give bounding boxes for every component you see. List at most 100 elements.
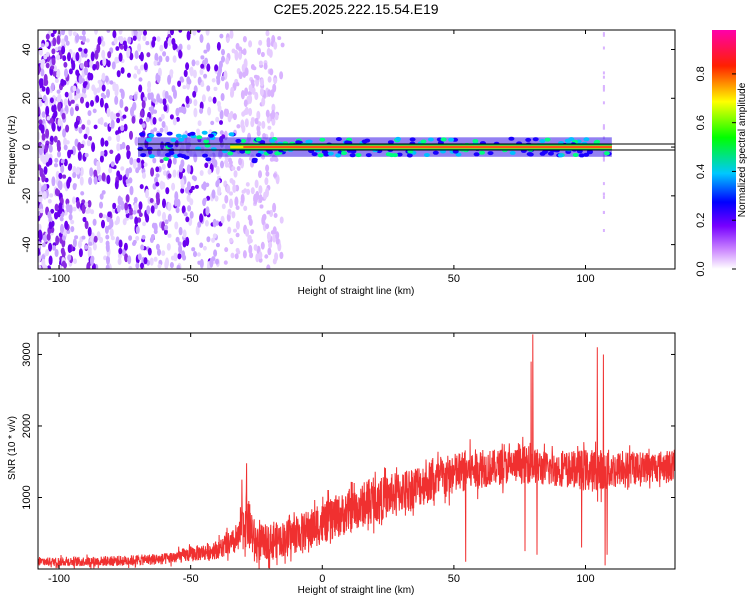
spectrogram-noise-blob bbox=[105, 242, 110, 253]
spectrogram-noise-blob bbox=[76, 166, 80, 175]
spectrogram-noise-blob bbox=[229, 30, 234, 39]
spectrogram-scatter-point bbox=[602, 86, 605, 90]
spectrogram-noise-blob bbox=[137, 253, 142, 261]
spectrogram-noise-blob bbox=[230, 86, 235, 94]
spectrogram-noise-blob bbox=[172, 117, 177, 126]
spectrogram-noise-blob bbox=[63, 137, 68, 147]
spectrogram-noise-blob bbox=[139, 64, 144, 71]
spectrogram-noise-blob bbox=[213, 249, 218, 257]
spectrogram-noise-blob bbox=[216, 77, 221, 86]
spectrogram-noise-blob bbox=[54, 157, 59, 163]
spectrogram-noise-blob bbox=[199, 258, 204, 268]
spectrogram-signal-blob bbox=[440, 137, 447, 142]
spectrogram-noise-blob bbox=[60, 159, 65, 164]
spectrogram-noise-blob bbox=[68, 91, 73, 102]
spectrogram-noise-blob bbox=[106, 89, 110, 98]
spectrogram-noise-blob bbox=[199, 107, 204, 114]
spectrogram-noise-blob bbox=[201, 94, 206, 103]
spectrogram-noise-blob bbox=[271, 117, 276, 126]
spectrogram-noise-blob bbox=[66, 229, 71, 234]
spectrogram-noise-blob bbox=[52, 37, 57, 47]
spectrogram-noise-blob bbox=[72, 85, 77, 92]
spectrogram-noise-blob bbox=[250, 79, 255, 84]
spectrogram-noise-blob bbox=[70, 99, 75, 104]
spectrogram-noise-blob bbox=[153, 256, 158, 262]
spectrogram-noise-blob bbox=[147, 87, 151, 94]
spectrogram-noise-blob bbox=[192, 90, 197, 98]
spectrogram-noise-blob bbox=[118, 52, 123, 62]
spectrogram-noise-blob bbox=[205, 207, 210, 216]
spectrogram-noise-blob bbox=[217, 104, 222, 112]
spectrogram-noise-blob bbox=[116, 143, 121, 152]
spectrogram-signal-blob bbox=[365, 153, 372, 158]
spectrogram-noise-blob bbox=[47, 265, 51, 269]
spectrogram-noise-blob bbox=[78, 47, 83, 52]
spectrogram-noise-blob bbox=[81, 235, 86, 240]
spectrogram-noise-blob bbox=[228, 157, 232, 163]
spectrogram-noise-blob bbox=[230, 252, 235, 259]
spectrogram-scatter-point bbox=[602, 157, 605, 160]
spectrogram-noise-blob bbox=[67, 164, 72, 171]
spectrogram-noise-blob bbox=[88, 241, 93, 246]
spectrogram-noise-blob bbox=[258, 251, 263, 260]
spectrogram-noise-blob bbox=[50, 208, 55, 214]
spectrogram-noise-blob bbox=[90, 51, 95, 62]
spectrogram-signal-blob bbox=[183, 155, 190, 160]
spectrogram-noise-blob bbox=[56, 54, 61, 61]
spectrogram-noise-blob bbox=[62, 235, 66, 241]
spectrogram-signal-blob bbox=[572, 153, 579, 157]
spectrogram-noise-blob bbox=[273, 173, 277, 178]
spectrogram-noise-blob bbox=[129, 157, 134, 166]
spectrogram-y-axis-label: Frequency (Hz) bbox=[7, 116, 18, 185]
spectrogram-noise-blob bbox=[273, 41, 278, 50]
spectrogram-noise-blob bbox=[177, 253, 182, 260]
spectrogram-noise-blob bbox=[279, 71, 284, 80]
spectrogram-noise-blob bbox=[260, 241, 265, 250]
spectrogram-noise-blob bbox=[134, 50, 139, 60]
spectrogram-noise-blob bbox=[233, 228, 237, 233]
spectrogram-noise-blob bbox=[104, 140, 109, 147]
spectrogram-noise-blob bbox=[143, 162, 148, 167]
spectrogram-noise-blob bbox=[54, 188, 59, 196]
spectrogram-noise-blob bbox=[125, 168, 130, 178]
spectrogram-signal-blob bbox=[311, 152, 318, 157]
spectrogram-noise-blob bbox=[189, 211, 194, 219]
spectrogram-noise-blob bbox=[161, 181, 166, 189]
spectrogram-noise-blob bbox=[72, 196, 76, 204]
spectrogram-noise-blob bbox=[274, 157, 279, 162]
spectrogram-noise-blob bbox=[109, 149, 114, 154]
spectrogram-noise-blob bbox=[157, 248, 161, 256]
spectrogram-noise-blob bbox=[169, 262, 174, 269]
spectrogram-noise-blob bbox=[66, 203, 70, 213]
spectrogram-noise-blob bbox=[112, 30, 117, 39]
spectrogram-noise-blob bbox=[41, 254, 46, 261]
spectrogram-noise-blob bbox=[80, 96, 84, 104]
spectrogram-noise-blob bbox=[136, 68, 141, 75]
spectrogram-noise-blob bbox=[67, 52, 71, 62]
spectrogram-noise-blob bbox=[145, 188, 149, 199]
spectrogram-scatter-point bbox=[602, 229, 605, 232]
spectrogram-noise-blob bbox=[264, 254, 269, 259]
spectrogram-noise-blob bbox=[41, 242, 46, 248]
spectrogram-noise-blob bbox=[57, 117, 62, 127]
spectrogram-noise-blob bbox=[38, 211, 41, 217]
spectrogram-noise-blob bbox=[77, 151, 82, 161]
spectrogram-noise-blob bbox=[150, 105, 155, 115]
spectrogram-signal-blob bbox=[201, 130, 208, 135]
spectrogram-noise-blob bbox=[221, 203, 226, 210]
spectrogram-noise-blob bbox=[93, 64, 97, 69]
spectrogram-noise-blob bbox=[143, 30, 147, 36]
spectrogram-noise-blob bbox=[180, 178, 185, 187]
spectrogram-noise-blob bbox=[86, 119, 91, 126]
spectrogram-noise-blob bbox=[216, 41, 221, 51]
spectrogram-noise-blob bbox=[114, 95, 119, 106]
spectrogram-noise-blob bbox=[185, 95, 190, 105]
spectrogram-signal-blob bbox=[196, 135, 203, 140]
spectrogram-noise-blob bbox=[200, 55, 205, 60]
spectrogram-noise-blob bbox=[50, 65, 55, 70]
spectrogram-x-ticks: -100 -50 0 50 100 bbox=[48, 30, 595, 285]
spectrogram-noise-blob bbox=[215, 165, 220, 175]
spectrogram-noise-blob bbox=[57, 151, 61, 158]
spectrogram-noise-blob bbox=[216, 242, 220, 248]
spectrogram-signal-blob bbox=[251, 159, 258, 164]
